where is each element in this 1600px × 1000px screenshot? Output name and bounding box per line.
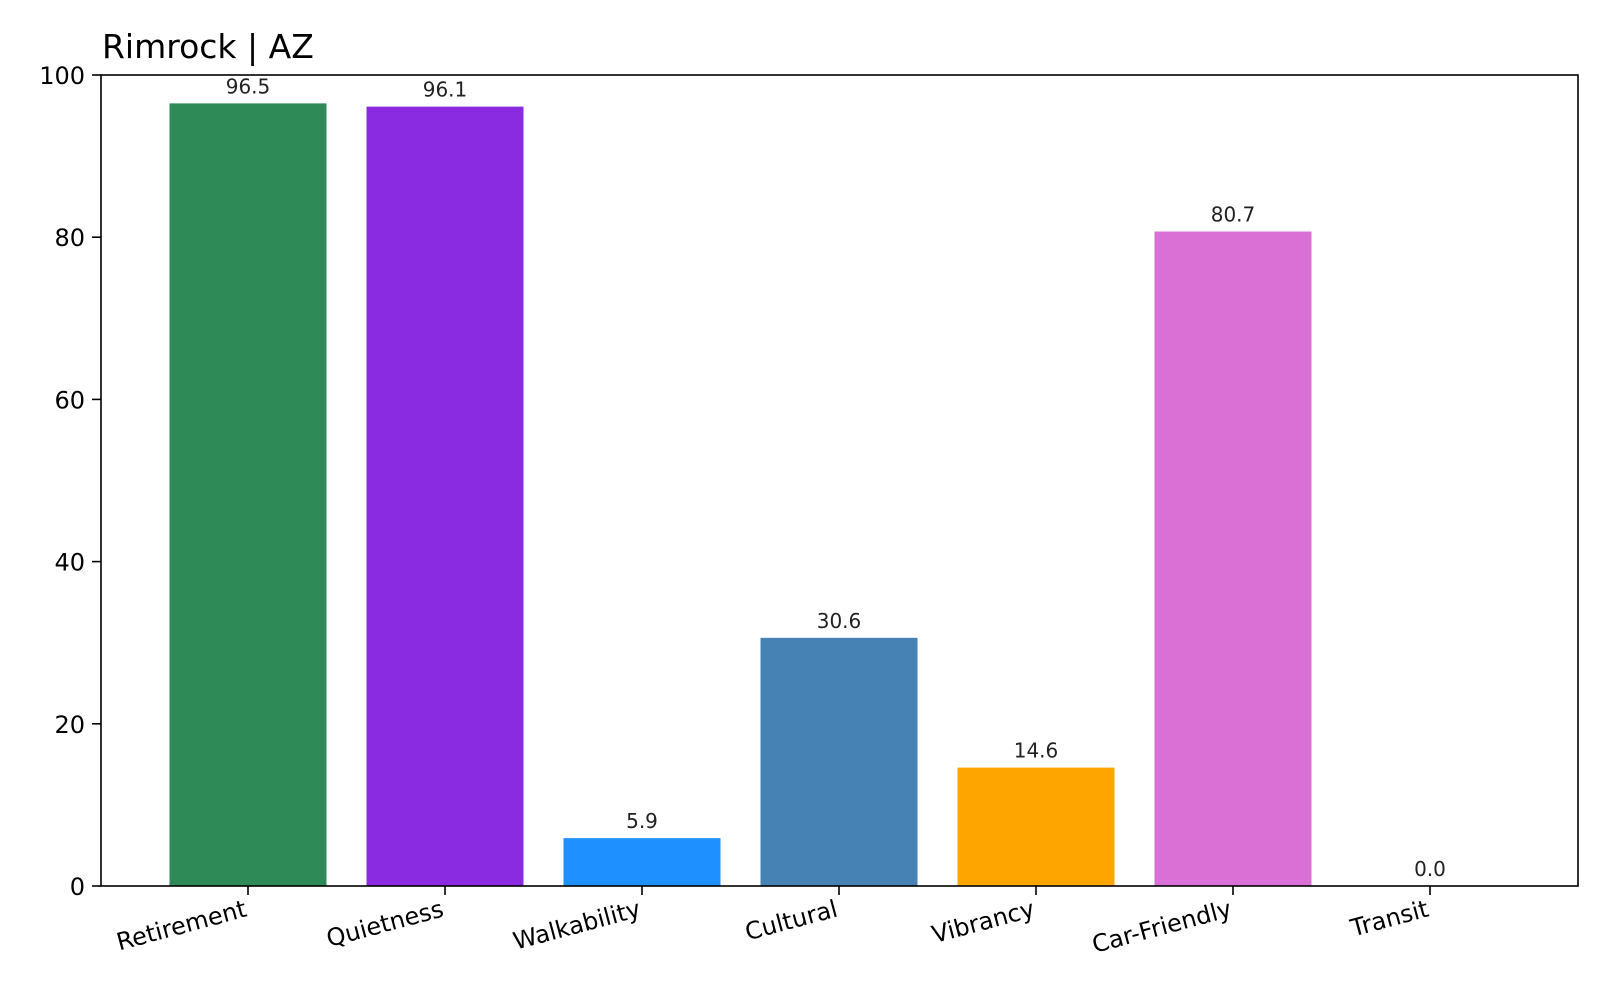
x-axis: Retirement Quietness Walkability Cultural Vi… — [114, 886, 1432, 959]
x-tick-label-retirement: Retirement — [114, 895, 250, 957]
y-tick-label: 60 — [54, 386, 85, 414]
x-tick-label-quietness: Quietness — [323, 895, 446, 953]
bar-cultural — [760, 637, 918, 886]
bar-vibrancy — [957, 767, 1115, 886]
y-tick-label: 0 — [70, 873, 85, 901]
data-label-vibrancy: 14.6 — [1014, 739, 1059, 763]
bar-retirement — [169, 103, 327, 886]
data-label-retirement: 96.5 — [226, 74, 271, 98]
y-tick-label: 80 — [54, 224, 85, 252]
x-tick-label-cultural: Cultural — [742, 895, 841, 947]
bars-layer — [169, 103, 1312, 886]
x-tick-label-walkability: Walkability — [510, 895, 643, 956]
data-label-transit: 0.0 — [1414, 857, 1446, 881]
y-tick-label: 40 — [54, 549, 85, 577]
x-tick-label-car-friendly: Car-Friendly — [1089, 895, 1235, 959]
data-labels-layer: 96.5 96.1 5.9 30.6 14.6 80.7 0.0 — [226, 74, 1446, 881]
bar-car-friendly — [1154, 231, 1312, 886]
plot-frame — [100, 74, 1579, 887]
bar-walkability — [563, 838, 721, 886]
data-label-cultural: 30.6 — [817, 609, 862, 633]
data-label-walkability: 5.9 — [626, 809, 658, 833]
chart-title: Rimrock | AZ — [102, 27, 314, 66]
y-tick-label: 100 — [39, 62, 85, 90]
data-label-quietness: 96.1 — [423, 78, 468, 102]
y-axis: 0 20 40 60 80 100 — [39, 62, 101, 901]
x-tick-label-transit: Transit — [1347, 895, 1432, 943]
y-tick-label: 20 — [54, 711, 85, 739]
x-tick-label-vibrancy: Vibrancy — [929, 895, 1038, 949]
data-label-car-friendly: 80.7 — [1211, 203, 1256, 227]
bar-quietness — [366, 106, 524, 886]
